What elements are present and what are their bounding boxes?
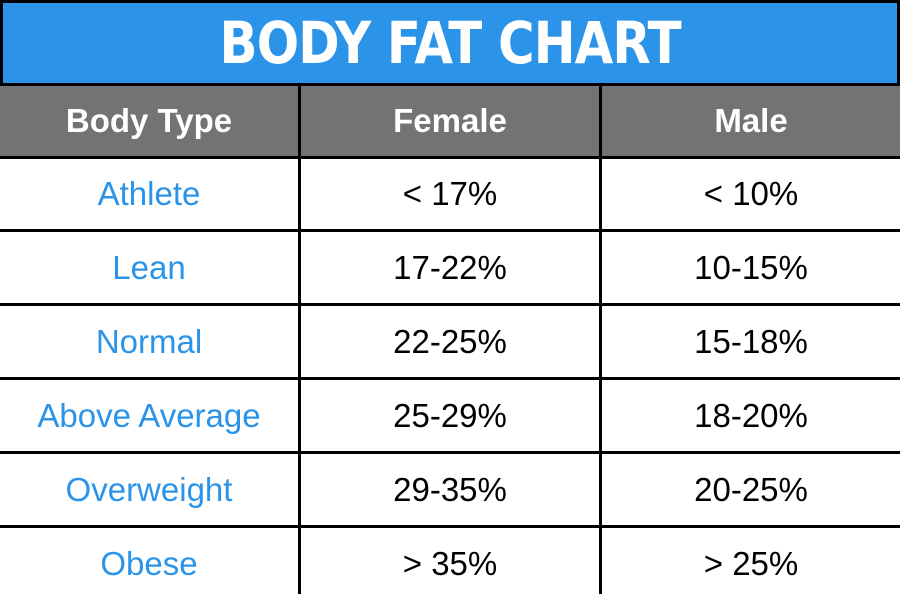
table-cell-female: < 17% <box>301 159 599 229</box>
table-cell-body-type: Normal <box>0 306 298 377</box>
chart-title: BODY FAT CHART <box>219 9 681 77</box>
table-cell-female: 22-25% <box>301 306 599 377</box>
table-cell-male: 20-25% <box>602 454 900 525</box>
table-cell-body-type: Above Average <box>0 380 298 451</box>
chart-title-bar: BODY FAT CHART <box>3 3 897 83</box>
column-header-body-type: Body Type <box>0 86 298 156</box>
column-header-female: Female <box>301 86 599 156</box>
table-cell-female: 17-22% <box>301 232 599 303</box>
column-header-male: Male <box>602 86 900 156</box>
table-cell-body-type: Lean <box>0 232 298 303</box>
table-cell-male: > 25% <box>602 528 900 599</box>
table-cell-male: 18-20% <box>602 380 900 451</box>
body-fat-table: Body Type Female Male Athlete < 17% < 10… <box>0 86 900 599</box>
table-cell-male: 15-18% <box>602 306 900 377</box>
table-cell-body-type: Obese <box>0 528 298 599</box>
table-cell-body-type: Overweight <box>0 454 298 525</box>
table-cell-female: 29-35% <box>301 454 599 525</box>
table-cell-body-type: Athlete <box>0 159 298 229</box>
table-cell-female: 25-29% <box>301 380 599 451</box>
table-cell-male: 10-15% <box>602 232 900 303</box>
table-cell-female: > 35% <box>301 528 599 599</box>
table-cell-male: < 10% <box>602 159 900 229</box>
